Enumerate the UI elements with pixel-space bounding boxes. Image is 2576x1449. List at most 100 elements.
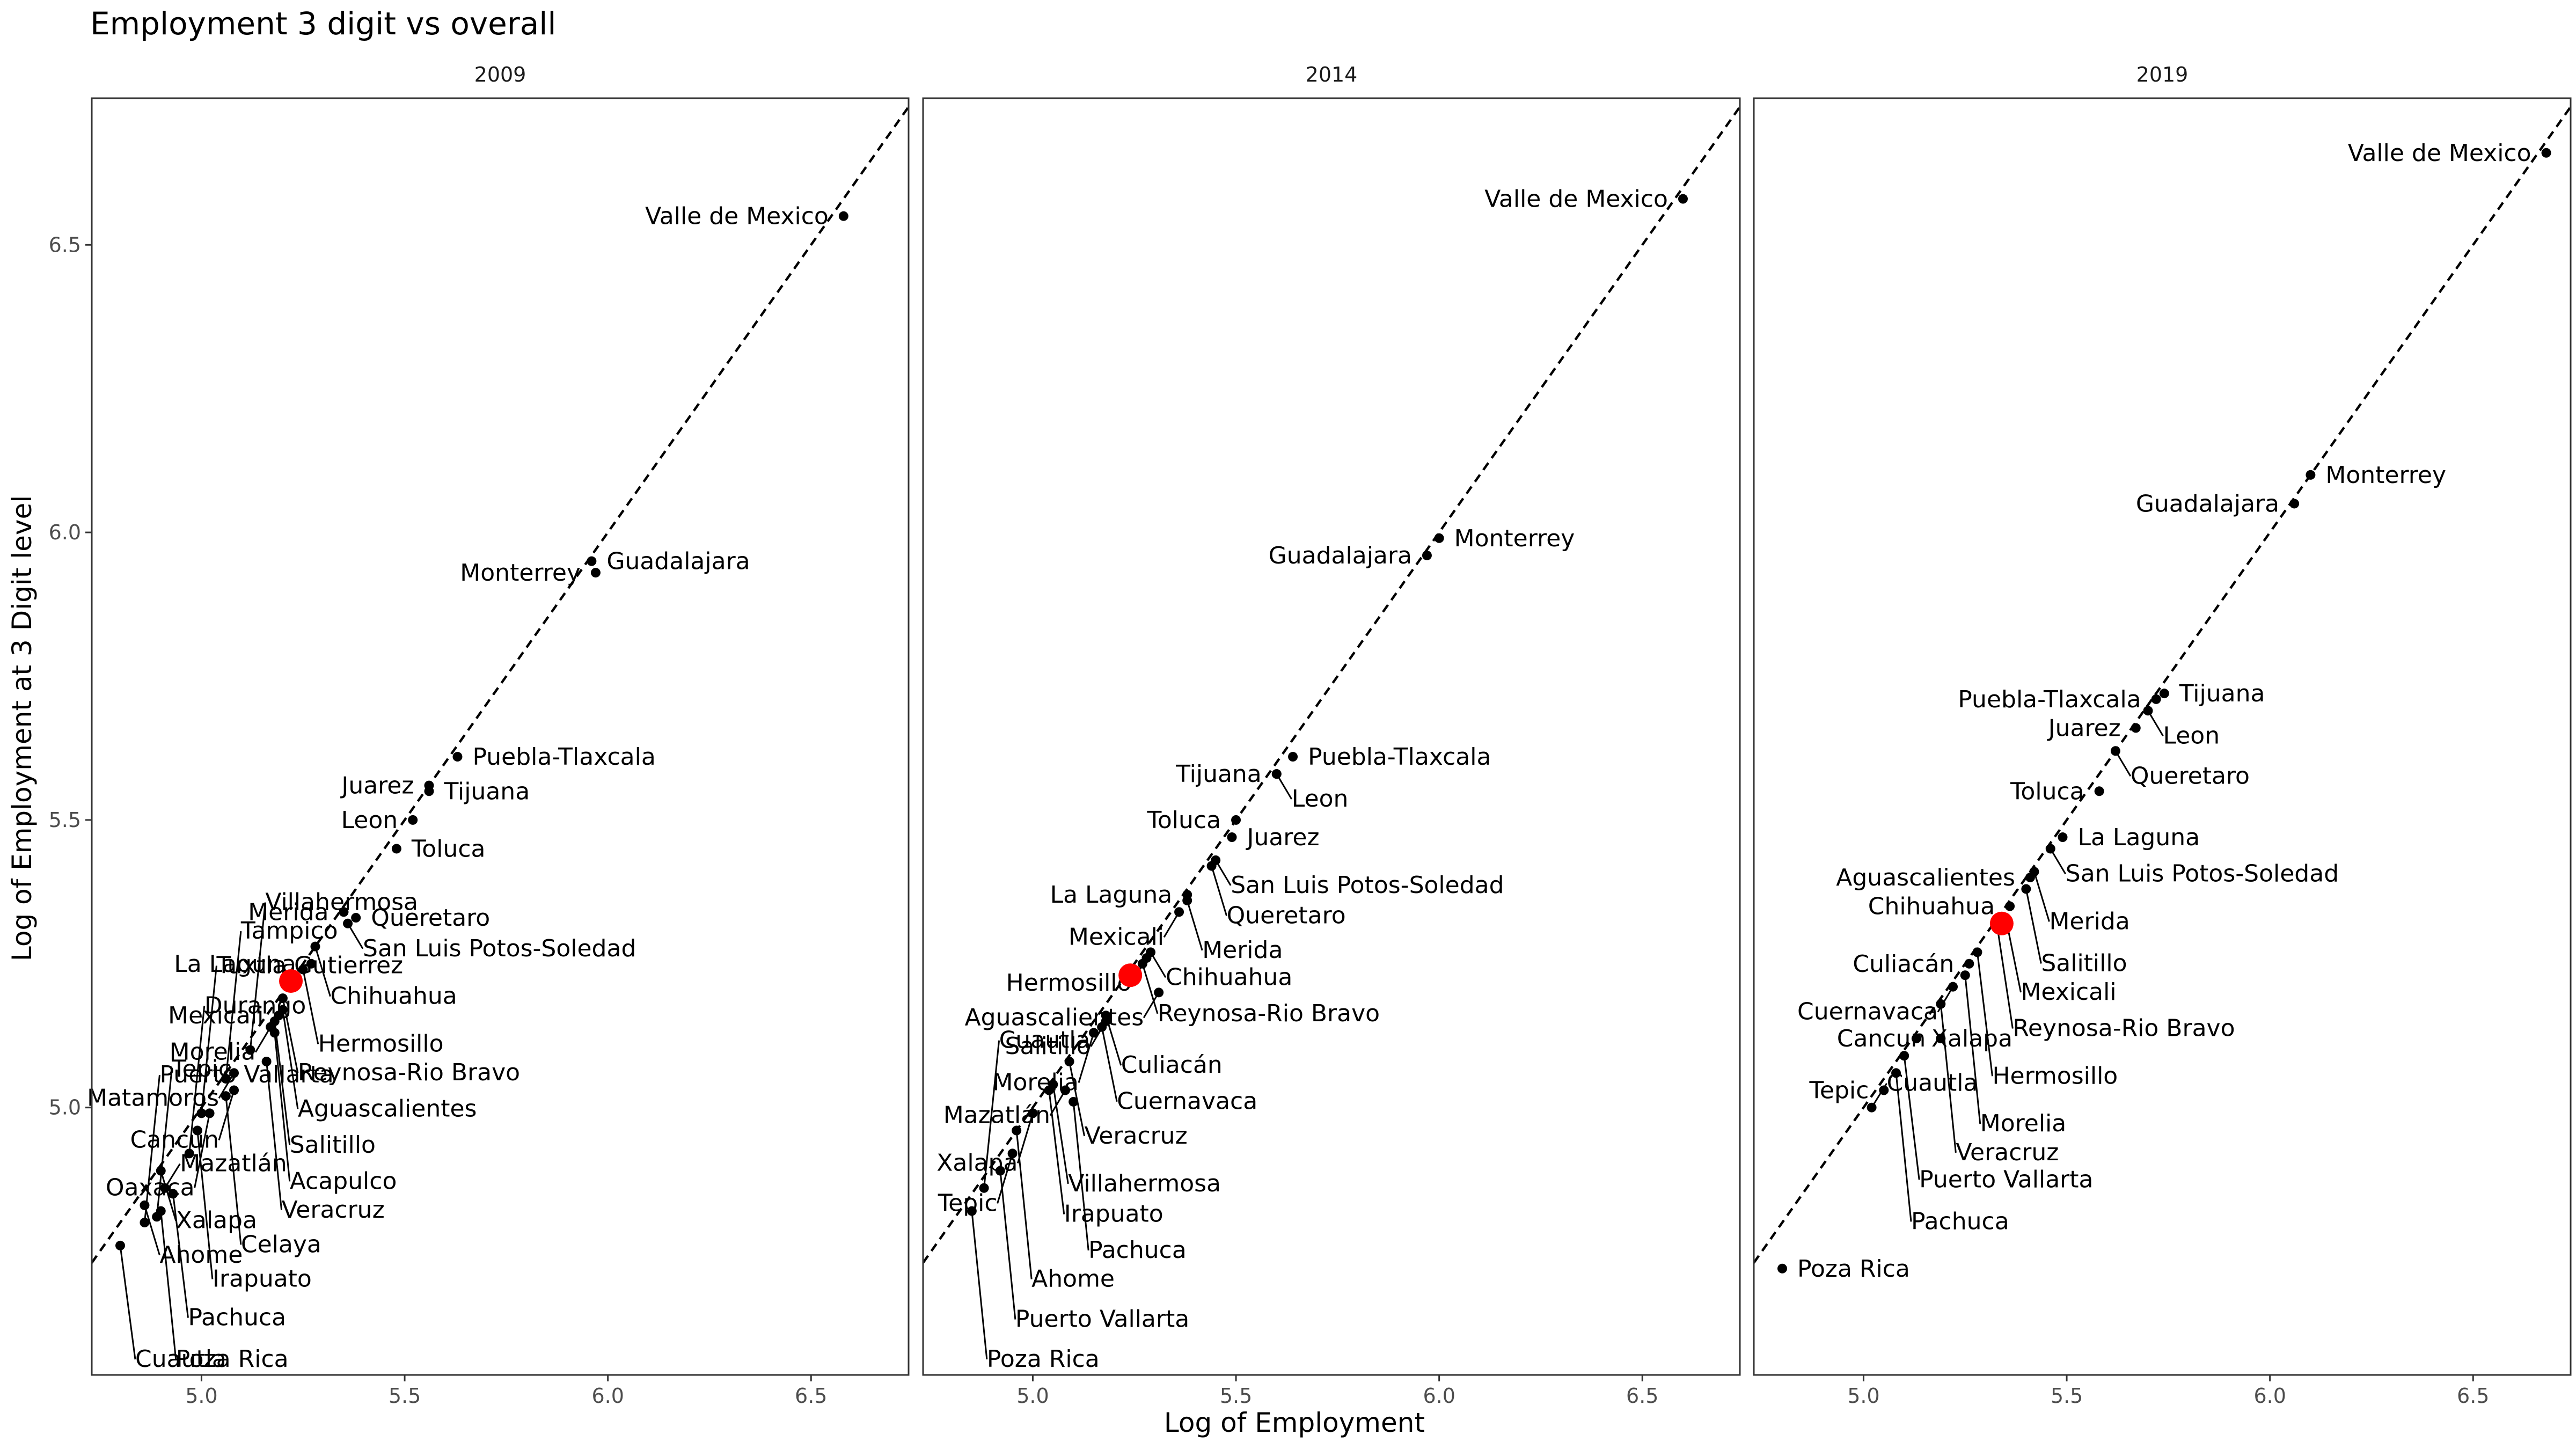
y-tick-label: 5.0 bbox=[49, 1096, 81, 1119]
point-label: Valle de Mexico bbox=[2348, 140, 2531, 167]
x-tick-label: 6.0 bbox=[1423, 1384, 1455, 1408]
point-label: La Laguna bbox=[174, 950, 296, 978]
point-label: Cuautla bbox=[1887, 1070, 1978, 1097]
points-layer bbox=[1777, 148, 2551, 1274]
panel-strip-label: 2014 bbox=[1306, 63, 1358, 86]
point-label: Irapuato bbox=[1064, 1201, 1163, 1228]
label-leader-line bbox=[997, 1153, 1014, 1204]
point-label: Tijuana bbox=[2179, 680, 2265, 707]
label-leader-line bbox=[1143, 992, 1160, 1019]
data-point bbox=[1227, 832, 1237, 843]
point-label: La Laguna bbox=[2077, 824, 2200, 851]
highlight-point bbox=[1118, 963, 1143, 987]
point-label: Puerto Vallarta bbox=[1015, 1306, 1189, 1333]
x-tick-label: 5.0 bbox=[185, 1384, 217, 1408]
data-point bbox=[587, 556, 597, 566]
point-label: Mexicali bbox=[1069, 923, 1164, 950]
label-leader-line bbox=[1903, 1056, 1920, 1180]
point-label: Mazatlán bbox=[180, 1150, 287, 1177]
x-tick-label: 6.0 bbox=[591, 1384, 624, 1408]
point-label: Aguascalientes bbox=[298, 1095, 477, 1123]
label-leader-line bbox=[200, 965, 217, 1114]
point-label: Mazatlán bbox=[943, 1102, 1050, 1129]
point-label: Oaxaca bbox=[106, 1174, 195, 1201]
point-label: Morelia bbox=[993, 1069, 1079, 1096]
point-label: Monterrey bbox=[1454, 525, 1575, 552]
data-point bbox=[590, 568, 601, 578]
point-label: Poza Rica bbox=[176, 1345, 289, 1373]
label-leader-line bbox=[1976, 952, 1993, 1077]
point-label: Puerto Vallarta bbox=[159, 1061, 333, 1088]
label-leader-line bbox=[1101, 1027, 1118, 1102]
point-label: Cuernavaca bbox=[1797, 998, 1938, 1026]
point-label: Queretaro bbox=[2131, 762, 2250, 789]
x-tick-label: 5.5 bbox=[2051, 1384, 2083, 1408]
point-label: Villahermosa bbox=[1068, 1170, 1221, 1197]
label-leader-line bbox=[1211, 866, 1228, 917]
panel-2014: 2014 5.0 5.5 6.0 6.5 Valle de Mexico Monterrey… bbox=[922, 63, 1741, 1408]
panel-2019: 2019 5.0 5.5 6.0 6.5 Valle de Mexico Monterrey… bbox=[1753, 63, 2572, 1408]
highlight-point bbox=[1989, 911, 2014, 935]
x-tick-label: 5.0 bbox=[1016, 1384, 1049, 1408]
data-point bbox=[2025, 873, 2035, 883]
point-label: Leon bbox=[341, 807, 398, 834]
point-label: Matamoros bbox=[87, 1084, 219, 1111]
label-leader-line bbox=[1052, 1084, 1069, 1184]
x-tick-label: 6.0 bbox=[2253, 1384, 2286, 1408]
data-point bbox=[2005, 901, 2015, 911]
label-leader-line bbox=[266, 1061, 283, 1211]
x-tick-label: 5.5 bbox=[1220, 1384, 1252, 1408]
point-label: Cancun bbox=[1837, 1025, 1926, 1052]
point-label: Irapuato bbox=[213, 1265, 312, 1293]
label-leader-line bbox=[1163, 911, 1180, 938]
point-label: Villahermosa bbox=[265, 889, 418, 916]
point-label: Merida bbox=[2049, 908, 2129, 935]
y-axis-title: Log of Employment at 3 Digit level bbox=[6, 495, 38, 961]
point-label: Chihuahua bbox=[1166, 963, 1292, 991]
point-label: Cuautla bbox=[135, 1345, 226, 1373]
label-leader-line bbox=[2050, 848, 2067, 875]
label-leader-line bbox=[164, 1163, 181, 1189]
point-label: Pachuca bbox=[188, 1304, 286, 1331]
point-label: Mexicali bbox=[2021, 978, 2116, 1006]
highlight-point bbox=[279, 969, 303, 993]
data-point bbox=[351, 913, 361, 923]
point-label: Valle de Mexico bbox=[645, 203, 829, 230]
label-leader-line bbox=[1105, 1015, 1122, 1066]
data-point bbox=[2094, 786, 2104, 796]
point-label: Tepic bbox=[171, 1055, 231, 1082]
point-label: Toluca bbox=[1146, 807, 1221, 834]
point-label: Culiacán bbox=[1853, 950, 1954, 978]
point-label: Morelia bbox=[170, 1038, 256, 1066]
point-label: Monterrey bbox=[2325, 462, 2446, 489]
data-point bbox=[2159, 689, 2169, 699]
x-tick-label: 6.5 bbox=[2457, 1384, 2489, 1408]
label-leader-line bbox=[1964, 975, 1981, 1124]
label-leader-line bbox=[225, 931, 242, 1079]
point-label: Hermosillo bbox=[318, 1030, 444, 1058]
x-axis-title: Log of Employment bbox=[1164, 1407, 1425, 1438]
data-point bbox=[306, 958, 316, 969]
label-leader-line bbox=[194, 1113, 211, 1188]
point-label: Monterrey bbox=[460, 559, 581, 587]
label-leader-line bbox=[999, 1170, 1016, 1320]
label-leader-line bbox=[983, 1040, 1000, 1188]
point-label: Queretaro bbox=[371, 904, 490, 932]
point-label: San Luis Potos-Soledad bbox=[363, 935, 636, 962]
point-label: Pachuca bbox=[1911, 1208, 2009, 1235]
point-label: Salitillo bbox=[2041, 949, 2127, 977]
point-label: San Luis Potos-Soledad bbox=[1231, 872, 1504, 899]
label-leader-line bbox=[254, 1026, 272, 1053]
point-label: Guadalajara bbox=[606, 548, 750, 575]
panel-border bbox=[91, 97, 910, 1376]
label-leader-line bbox=[1090, 1021, 1107, 1047]
data-point bbox=[339, 907, 349, 917]
label-leader-line bbox=[172, 1194, 189, 1318]
data-point bbox=[1231, 815, 1241, 825]
labels-layer: Valle de Mexico Monterrey Guadalajara Puebl… bbox=[936, 186, 1668, 1373]
point-label: Puebla-Tlaxcala bbox=[1958, 686, 2141, 713]
point-label: Veracruz bbox=[282, 1196, 385, 1224]
point-label: Reynosa-Rio Bravo bbox=[298, 1059, 520, 1086]
